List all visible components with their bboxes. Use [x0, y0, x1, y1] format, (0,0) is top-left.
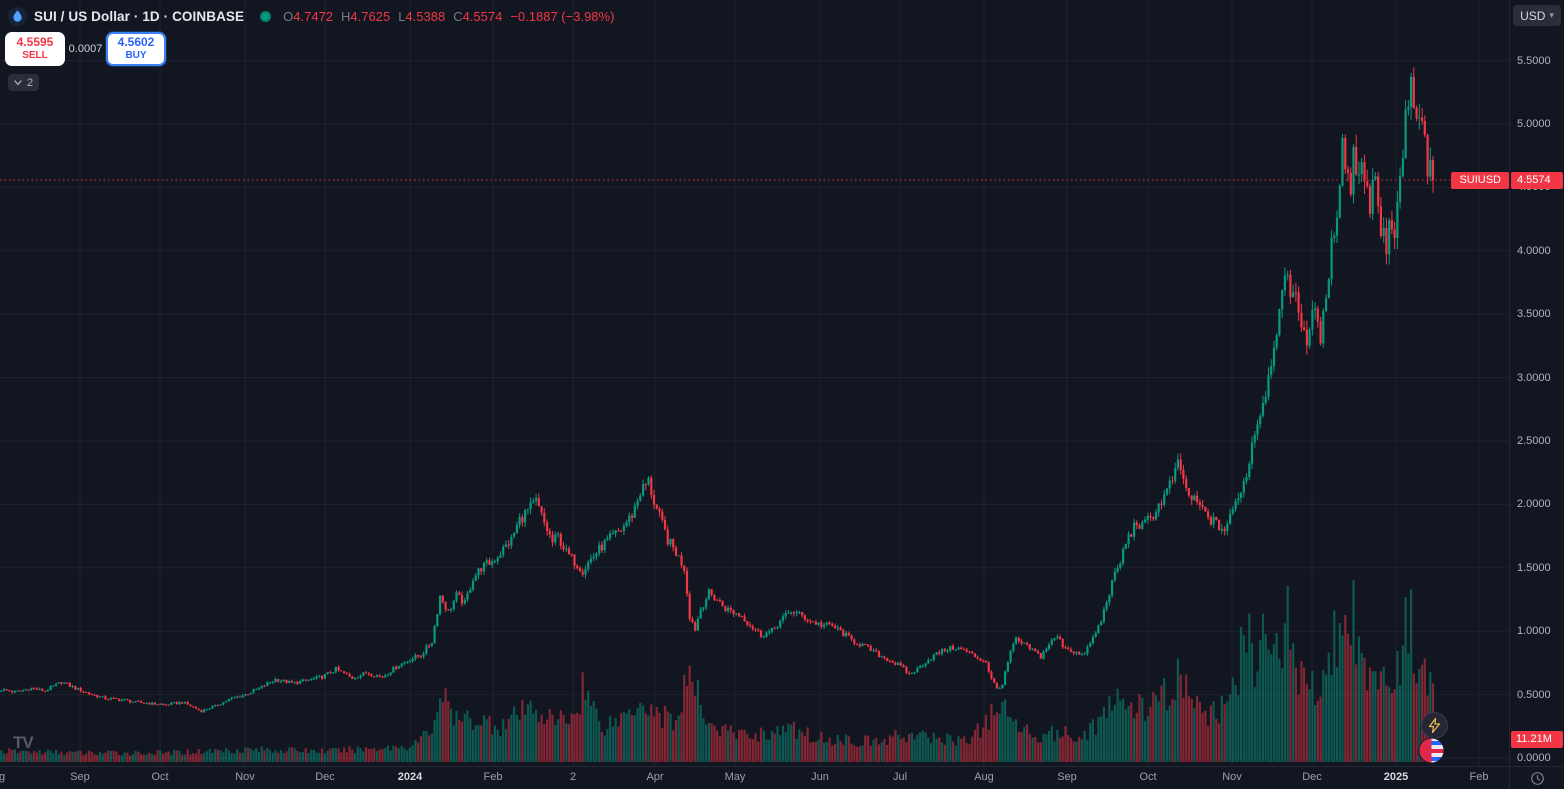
low-label: L [398, 9, 406, 24]
time-tick: Aug [974, 771, 994, 783]
price-tick: 2.0000 [1517, 498, 1551, 510]
price-tick: 5.0000 [1517, 118, 1551, 130]
flag-icon [1418, 737, 1445, 764]
time-tick: Jul [892, 771, 908, 783]
spread-value: 0.0007 [68, 43, 103, 55]
currency-dropdown[interactable]: USD ▾ [1513, 5, 1561, 26]
open-label: O [283, 9, 294, 24]
lightning-button[interactable] [1421, 712, 1448, 739]
price-tick: 0.5000 [1517, 689, 1551, 701]
time-axis-settings[interactable] [1509, 766, 1564, 789]
symbol-title[interactable]: SUI / US Dollar · 1D · COINBASE [34, 9, 245, 24]
price-tick: 3.5000 [1517, 308, 1551, 320]
time-tick: Dec [1302, 771, 1322, 783]
time-tick: Nov [1222, 771, 1242, 783]
price-tick: 4.0000 [1517, 245, 1551, 257]
price-tick: 3.0000 [1517, 372, 1551, 384]
sui-logo-icon[interactable] [8, 7, 27, 26]
buy-button[interactable]: 4.5602 BUY [106, 32, 166, 66]
clock-icon [1530, 771, 1544, 785]
sell-price: 4.5595 [16, 35, 54, 50]
sell-button[interactable]: 4.5595 SELL [5, 32, 65, 66]
volume-badge: 11.21M [1511, 731, 1563, 748]
high-label: H [341, 9, 351, 24]
time-tick: Sep [70, 771, 90, 783]
chevron-down-icon: ▾ [1549, 10, 1554, 20]
time-tick: Jun [811, 771, 829, 783]
time-axis[interactable]: g Sep Oct Nov Dec 2024 Feb 2 Apr May Jun Jul Aug Sep O… [0, 766, 1509, 789]
time-tick: May [724, 771, 746, 783]
market-status-dot[interactable] [260, 11, 272, 22]
ohlc-readout: O 4.7472 H 4.7625 L 4.5388 C 4.5574 −0.1887 … [283, 9, 614, 24]
close-value: 4.5574 [462, 9, 503, 24]
chevron-down-icon [14, 79, 22, 85]
flag-button[interactable] [1418, 737, 1445, 764]
buy-label: BUY [125, 50, 147, 62]
time-tick: 2 [569, 771, 577, 783]
time-tick: Oct [151, 771, 169, 783]
price-tick: 0.0000 [1517, 752, 1551, 764]
change-value: −0.1887 (−3.98%) [510, 9, 615, 24]
time-tick: Feb [483, 771, 503, 783]
current-price-badge: 4.5574 [1511, 172, 1563, 189]
tradingview-logo[interactable]: TV [13, 733, 34, 752]
price-tick: 1.0000 [1517, 625, 1551, 637]
sell-label: SELL [22, 50, 48, 62]
price-scale[interactable]: USD ▾ 5.50005.00004.50004.00003.50003.00… [1509, 0, 1564, 766]
time-tick: Dec [315, 771, 335, 783]
candlestick-chart[interactable] [0, 0, 1509, 766]
chart-pane[interactable]: SUI / US Dollar · 1D · COINBASE O 4.7472 … [0, 0, 1509, 766]
open-value: 4.7472 [293, 9, 334, 24]
price-tick: 2.5000 [1517, 435, 1551, 447]
order-panel: 4.5595 SELL 0.0007 4.5602 BUY [5, 32, 166, 66]
time-tick: Sep [1057, 771, 1077, 783]
currency-label: USD [1520, 8, 1546, 23]
time-tick: Apr [646, 771, 664, 783]
symbol-header: SUI / US Dollar · 1D · COINBASE O 4.7472 … [8, 7, 614, 26]
price-tick: 1.5000 [1517, 562, 1551, 574]
close-label: C [453, 9, 463, 24]
time-tick: Oct [1139, 771, 1157, 783]
time-tick: Nov [235, 771, 255, 783]
buy-price: 4.5602 [117, 35, 155, 50]
price-tick: 5.5000 [1517, 55, 1551, 67]
indicators-collapse-toggle[interactable]: 2 [8, 74, 40, 91]
time-tick: g [0, 771, 6, 783]
time-tick: 2025 [1383, 771, 1409, 783]
price-line-symbol-badge: SUIUSD [1451, 172, 1509, 189]
indicators-count: 2 [27, 76, 34, 89]
time-tick: Feb [1469, 771, 1489, 783]
high-value: 4.7625 [350, 9, 391, 24]
low-value: 4.5388 [405, 9, 446, 24]
lightning-icon [1428, 718, 1441, 733]
time-tick: 2024 [397, 771, 423, 783]
